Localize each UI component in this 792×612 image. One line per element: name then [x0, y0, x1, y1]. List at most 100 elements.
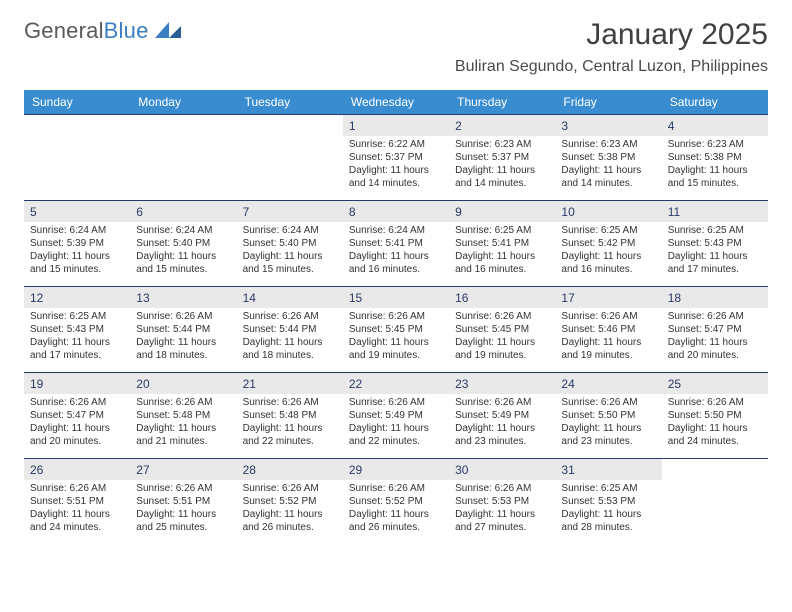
- day-info: Sunrise: 6:26 AMSunset: 5:50 PMDaylight:…: [561, 397, 655, 448]
- day-number: 19: [24, 373, 130, 394]
- calendar-week-row: 12 Sunrise: 6:25 AMSunset: 5:43 PMDayligh…: [24, 287, 768, 373]
- day-number: 15: [343, 287, 449, 308]
- day-info: Sunrise: 6:26 AMSunset: 5:49 PMDaylight:…: [349, 397, 443, 448]
- day-number: 31: [555, 459, 661, 480]
- day-number: 16: [449, 287, 555, 308]
- day-number: 23: [449, 373, 555, 394]
- logo-text: GeneralBlue: [24, 18, 149, 44]
- calendar-day-cell: 7 Sunrise: 6:24 AMSunset: 5:40 PMDaylight…: [237, 201, 343, 287]
- day-number: 25: [662, 373, 768, 394]
- day-info: Sunrise: 6:24 AMSunset: 5:40 PMDaylight:…: [136, 225, 230, 276]
- calendar-week-row: 5 Sunrise: 6:24 AMSunset: 5:39 PMDaylight…: [24, 201, 768, 287]
- calendar-day-cell: 13 Sunrise: 6:26 AMSunset: 5:44 PMDayligh…: [130, 287, 236, 373]
- calendar-body: 1Sunrise: 6:22 AMSunset: 5:37 PMDaylight…: [24, 115, 768, 545]
- calendar-week-row: 19 Sunrise: 6:26 AMSunset: 5:47 PMDayligh…: [24, 373, 768, 459]
- day-info: Sunrise: 6:25 AMSunset: 5:43 PMDaylight:…: [668, 225, 762, 276]
- calendar-day-cell: 25 Sunrise: 6:26 AMSunset: 5:50 PMDayligh…: [662, 373, 768, 459]
- day-info: Sunrise: 6:26 AMSunset: 5:53 PMDaylight:…: [455, 483, 549, 534]
- calendar-day-cell: 15 Sunrise: 6:26 AMSunset: 5:45 PMDayligh…: [343, 287, 449, 373]
- day-info: Sunrise: 6:23 AMSunset: 5:37 PMDaylight:…: [455, 139, 549, 190]
- day-info: Sunrise: 6:26 AMSunset: 5:51 PMDaylight:…: [136, 483, 230, 534]
- weekday-header: Thursday: [449, 90, 555, 115]
- day-number: 26: [24, 459, 130, 480]
- calendar-day-cell: 4Sunrise: 6:23 AMSunset: 5:38 PMDaylight…: [662, 115, 768, 201]
- calendar-day-cell: 3Sunrise: 6:23 AMSunset: 5:38 PMDaylight…: [555, 115, 661, 201]
- day-number: 17: [555, 287, 661, 308]
- weekday-header: Friday: [555, 90, 661, 115]
- calendar-day-cell: 29 Sunrise: 6:26 AMSunset: 5:52 PMDayligh…: [343, 459, 449, 545]
- day-info: Sunrise: 6:26 AMSunset: 5:51 PMDaylight:…: [30, 483, 124, 534]
- day-info: Sunrise: 6:25 AMSunset: 5:41 PMDaylight:…: [455, 225, 549, 276]
- day-info: Sunrise: 6:25 AMSunset: 5:42 PMDaylight:…: [561, 225, 655, 276]
- calendar-day-cell: 20 Sunrise: 6:26 AMSunset: 5:48 PMDayligh…: [130, 373, 236, 459]
- day-number: 27: [130, 459, 236, 480]
- day-info: Sunrise: 6:26 AMSunset: 5:49 PMDaylight:…: [455, 397, 549, 448]
- calendar-day-cell: 19 Sunrise: 6:26 AMSunset: 5:47 PMDayligh…: [24, 373, 130, 459]
- day-number: 29: [343, 459, 449, 480]
- day-info: Sunrise: 6:24 AMSunset: 5:40 PMDaylight:…: [243, 225, 337, 276]
- day-info: Sunrise: 6:26 AMSunset: 5:52 PMDaylight:…: [349, 483, 443, 534]
- calendar-day-cell: 11 Sunrise: 6:25 AMSunset: 5:43 PMDayligh…: [662, 201, 768, 287]
- calendar-week-row: 1Sunrise: 6:22 AMSunset: 5:37 PMDaylight…: [24, 115, 768, 201]
- calendar-day-cell: 9 Sunrise: 6:25 AMSunset: 5:41 PMDaylight…: [449, 201, 555, 287]
- day-info: Sunrise: 6:26 AMSunset: 5:47 PMDaylight:…: [668, 311, 762, 362]
- day-info: Sunrise: 6:26 AMSunset: 5:46 PMDaylight:…: [561, 311, 655, 362]
- calendar-day-cell: 5 Sunrise: 6:24 AMSunset: 5:39 PMDaylight…: [24, 201, 130, 287]
- calendar-day-cell: 16 Sunrise: 6:26 AMSunset: 5:45 PMDayligh…: [449, 287, 555, 373]
- day-number: 8: [343, 201, 449, 222]
- logo-word-1: General: [24, 18, 104, 43]
- weekday-header: Sunday: [24, 90, 130, 115]
- calendar-empty-cell: [130, 115, 236, 201]
- day-number: 11: [662, 201, 768, 222]
- day-number: 30: [449, 459, 555, 480]
- day-number: 22: [343, 373, 449, 394]
- day-info: Sunrise: 6:26 AMSunset: 5:47 PMDaylight:…: [30, 397, 124, 448]
- logo-mark-icon: [155, 20, 181, 43]
- weekday-header: Monday: [130, 90, 236, 115]
- day-number: 12: [24, 287, 130, 308]
- day-info: Sunrise: 6:26 AMSunset: 5:48 PMDaylight:…: [136, 397, 230, 448]
- calendar-day-cell: 14Sunrise: 6:26 AMSunset: 5:44 PMDayligh…: [237, 287, 343, 373]
- day-info: Sunrise: 6:26 AMSunset: 5:45 PMDaylight:…: [349, 311, 443, 362]
- day-info: Sunrise: 6:26 AMSunset: 5:45 PMDaylight:…: [455, 311, 549, 362]
- weekday-row: SundayMondayTuesdayWednesdayThursdayFrid…: [24, 90, 768, 115]
- weekday-header: Wednesday: [343, 90, 449, 115]
- calendar-table: SundayMondayTuesdayWednesdayThursdayFrid…: [24, 90, 768, 545]
- calendar-day-cell: 24Sunrise: 6:26 AMSunset: 5:50 PMDayligh…: [555, 373, 661, 459]
- day-number: 4: [662, 115, 768, 136]
- day-info: Sunrise: 6:25 AMSunset: 5:43 PMDaylight:…: [30, 311, 124, 362]
- calendar-day-cell: 18 Sunrise: 6:26 AMSunset: 5:47 PMDayligh…: [662, 287, 768, 373]
- calendar-week-row: 26 Sunrise: 6:26 AMSunset: 5:51 PMDayligh…: [24, 459, 768, 545]
- day-info: Sunrise: 6:26 AMSunset: 5:44 PMDaylight:…: [136, 311, 230, 362]
- calendar-day-cell: 21Sunrise: 6:26 AMSunset: 5:48 PMDayligh…: [237, 373, 343, 459]
- day-number: 2: [449, 115, 555, 136]
- day-info: Sunrise: 6:26 AMSunset: 5:52 PMDaylight:…: [243, 483, 337, 534]
- day-number: 28: [237, 459, 343, 480]
- day-number: 1: [343, 115, 449, 136]
- calendar-day-cell: 28 Sunrise: 6:26 AMSunset: 5:52 PMDayligh…: [237, 459, 343, 545]
- day-number: 13: [130, 287, 236, 308]
- calendar-day-cell: 27 Sunrise: 6:26 AMSunset: 5:51 PMDayligh…: [130, 459, 236, 545]
- calendar-day-cell: 30 Sunrise: 6:26 AMSunset: 5:53 PMDayligh…: [449, 459, 555, 545]
- calendar-day-cell: 22 Sunrise: 6:26 AMSunset: 5:49 PMDayligh…: [343, 373, 449, 459]
- calendar-day-cell: 23 Sunrise: 6:26 AMSunset: 5:49 PMDayligh…: [449, 373, 555, 459]
- calendar-day-cell: 10Sunrise: 6:25 AMSunset: 5:42 PMDayligh…: [555, 201, 661, 287]
- weekday-header: Tuesday: [237, 90, 343, 115]
- calendar-head: SundayMondayTuesdayWednesdayThursdayFrid…: [24, 90, 768, 115]
- day-number: 20: [130, 373, 236, 394]
- calendar-day-cell: 17 Sunrise: 6:26 AMSunset: 5:46 PMDayligh…: [555, 287, 661, 373]
- day-info: Sunrise: 6:26 AMSunset: 5:50 PMDaylight:…: [668, 397, 762, 448]
- day-number: 5: [24, 201, 130, 222]
- day-number: 9: [449, 201, 555, 222]
- calendar-day-cell: 31 Sunrise: 6:25 AMSunset: 5:53 PMDayligh…: [555, 459, 661, 545]
- title-block: January 2025 Buliran Segundo, Central Lu…: [455, 18, 768, 86]
- logo: GeneralBlue: [24, 18, 181, 44]
- calendar-day-cell: 26 Sunrise: 6:26 AMSunset: 5:51 PMDayligh…: [24, 459, 130, 545]
- day-number: 6: [130, 201, 236, 222]
- day-info: Sunrise: 6:25 AMSunset: 5:53 PMDaylight:…: [561, 483, 655, 534]
- day-info: Sunrise: 6:24 AMSunset: 5:39 PMDaylight:…: [30, 225, 124, 276]
- day-number: 18: [662, 287, 768, 308]
- day-number: 7: [237, 201, 343, 222]
- calendar-day-cell: 2 Sunrise: 6:23 AMSunset: 5:37 PMDaylight…: [449, 115, 555, 201]
- calendar-day-cell: 6 Sunrise: 6:24 AMSunset: 5:40 PMDaylight…: [130, 201, 236, 287]
